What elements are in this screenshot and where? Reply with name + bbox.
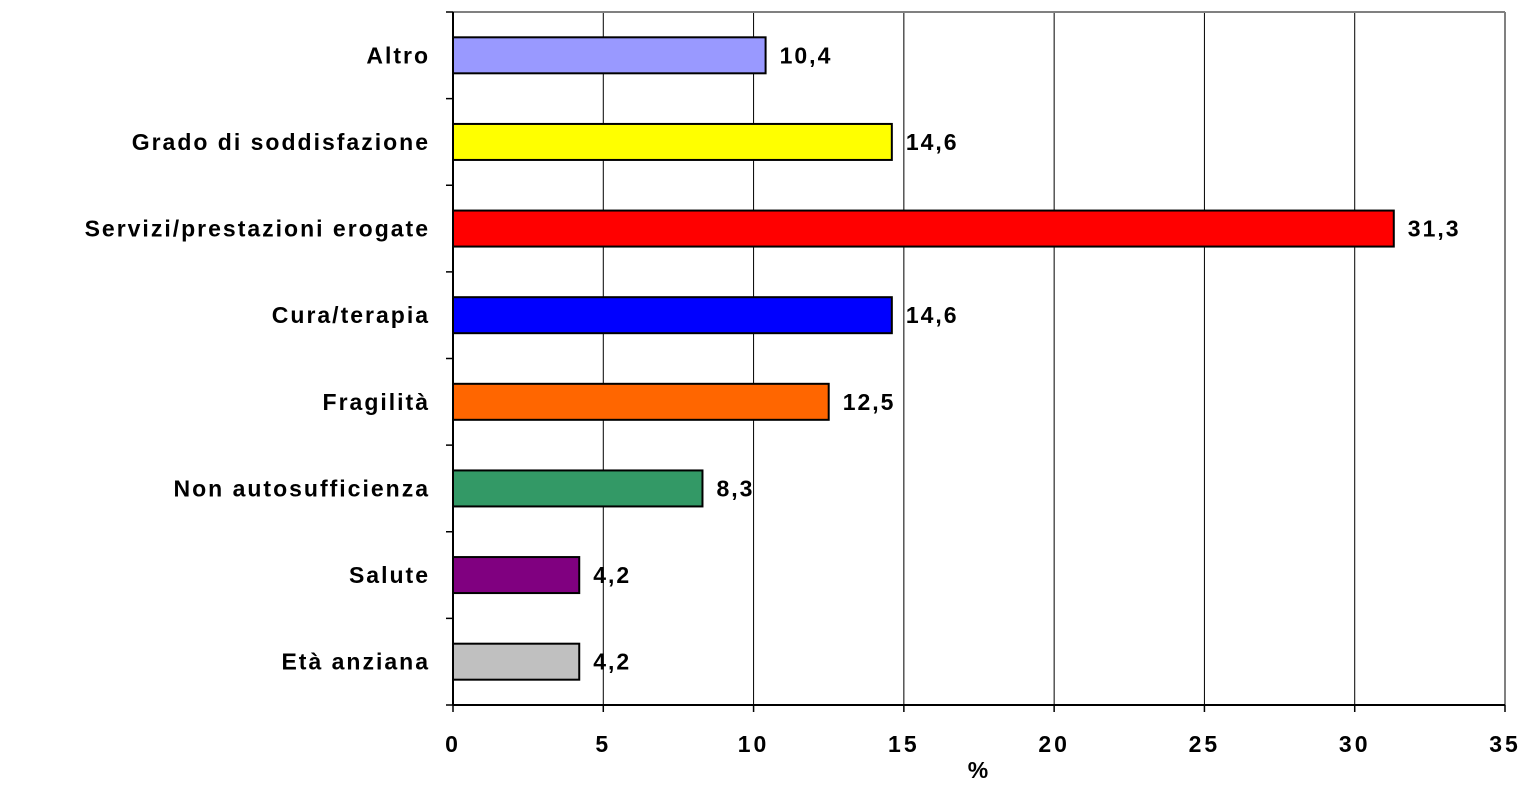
bar: [452, 382, 830, 421]
category-label: Non autosufficienza: [173, 475, 430, 501]
bar: [452, 556, 581, 595]
value-label: 4,2: [593, 649, 631, 675]
x-tick-label: 0: [445, 731, 461, 757]
x-tick-label: 20: [1038, 731, 1070, 757]
x-tick-label: 15: [888, 731, 920, 757]
bar: [452, 209, 1395, 248]
gridlines: [602, 12, 1506, 705]
bar: [452, 36, 767, 75]
category-label: Età anziana: [281, 649, 430, 675]
value-label: 14,6: [906, 129, 959, 155]
category-label: Cura/terapia: [272, 302, 430, 328]
bar: [452, 122, 893, 161]
value-label: 14,6: [906, 302, 959, 328]
value-labels: 10,4 14,6 31,3 14,6 12,5 8,3 4,2 4,2: [593, 42, 1461, 675]
category-label: Salute: [349, 562, 430, 588]
bar: [452, 642, 581, 681]
x-tick-label: 35: [1489, 731, 1521, 757]
value-label: 10,4: [780, 42, 833, 68]
bar: [452, 296, 893, 335]
x-tick-label: 5: [595, 731, 611, 757]
bars: [452, 36, 1395, 681]
axes: [446, 11, 1506, 712]
x-tick-label: 25: [1189, 731, 1221, 757]
bar: [452, 469, 704, 508]
x-tick-label: 10: [738, 731, 770, 757]
category-label: Fragilità: [323, 389, 430, 415]
x-axis-label: %: [968, 757, 988, 783]
category-label: Servizi/prestazioni erogate: [85, 216, 430, 242]
value-label: 31,3: [1408, 216, 1461, 242]
x-tick-label: 30: [1339, 731, 1371, 757]
category-labels: Altro Grado di soddisfazione Servizi/prest…: [85, 42, 430, 675]
value-label: 12,5: [843, 389, 896, 415]
value-label: 8,3: [716, 475, 754, 501]
category-label: Altro: [366, 42, 430, 68]
value-label: 4,2: [593, 562, 631, 588]
category-label: Grado di soddisfazione: [132, 129, 430, 155]
x-tick-labels: 0 5 10 15 20 25 30 35: [445, 731, 1521, 757]
